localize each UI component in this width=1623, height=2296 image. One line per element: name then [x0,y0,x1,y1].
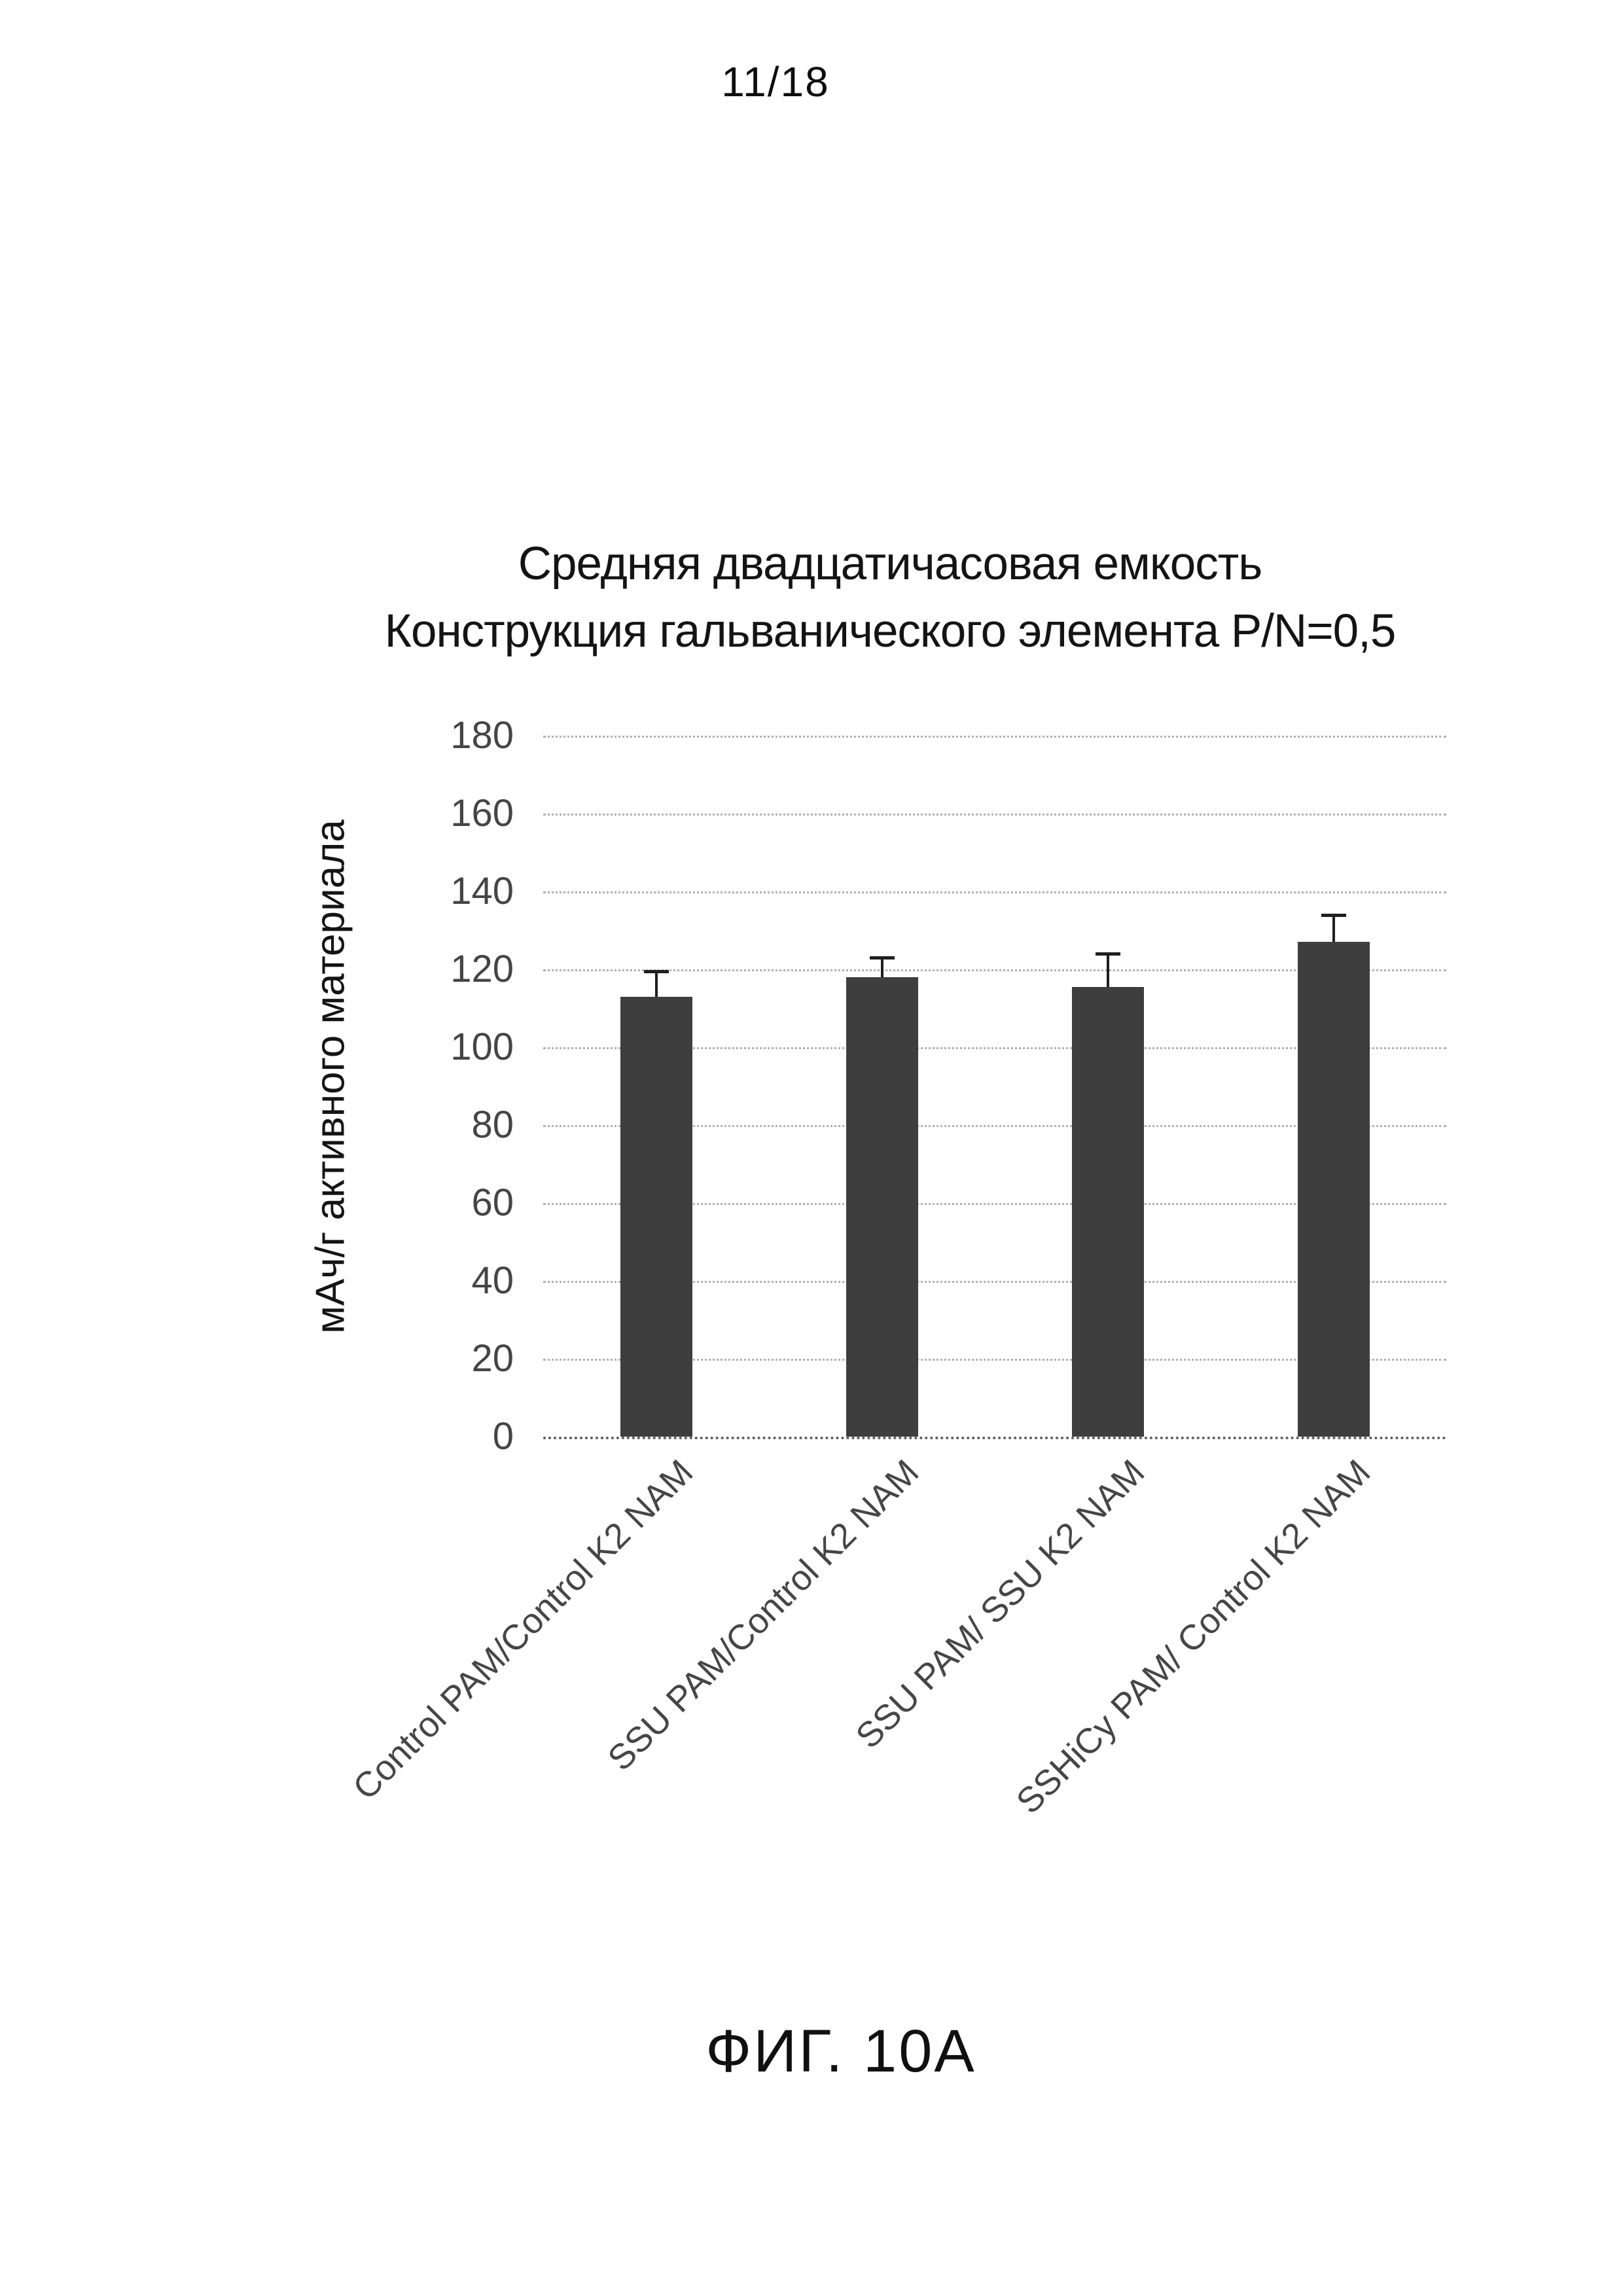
error-cap [869,956,895,960]
y-tick-label: 160 [450,792,514,834]
y-tick-label: 40 [471,1259,514,1302]
error-whisker [654,971,658,997]
plot-area [543,736,1446,1439]
error-whisker [880,958,883,977]
gridline [543,1203,1446,1205]
gridline [543,1281,1446,1283]
gridline [543,969,1446,971]
x-category-label: SSHiCy PAM/ Control K2 NAM [1008,1452,1378,1821]
y-tick-label: 120 [450,948,514,990]
chart-title-line1: Средняя двадцатичасовая емкость [518,538,1262,590]
chart-title: Средняя двадцатичасовая емкость Конструк… [236,530,1544,665]
x-category-label: SSU PAM/Control K2 NAM [599,1452,926,1778]
chart-title-line2: Конструкция гальванического элемента P/N… [384,605,1397,657]
y-tick-label: 0 [492,1415,514,1458]
y-tick-label: 140 [450,870,514,912]
bar [1071,986,1144,1437]
gridline [543,736,1446,738]
bar [1297,942,1370,1437]
y-tick-label: 60 [471,1181,514,1224]
gridline [543,1125,1446,1127]
gridline [543,1359,1446,1361]
error-cap [1321,913,1346,917]
y-tick-label: 20 [471,1337,514,1380]
y-tick-label: 180 [450,714,514,757]
x-category-label: Control PAM/Control K2 NAM [345,1452,700,1808]
y-tick-label: 80 [471,1103,514,1146]
gridline [543,1047,1446,1049]
x-category-label: SSU PAM/ SSU K2 NAM [847,1452,1152,1756]
gridline [543,891,1446,893]
figure-caption: ФИГ. 10A [705,2018,976,2085]
error-whisker [1332,914,1335,942]
error-whisker [1106,954,1109,987]
gridline [543,814,1446,816]
x-axis-line [543,1437,1446,1439]
bar [620,996,692,1437]
bar [846,977,918,1437]
error-cap [1095,952,1120,956]
y-axis-title: мАч/г активного материала [308,819,353,1334]
error-cap [643,969,669,973]
y-tick-label: 100 [450,1026,514,1068]
page-number: 11/18 [721,58,830,105]
